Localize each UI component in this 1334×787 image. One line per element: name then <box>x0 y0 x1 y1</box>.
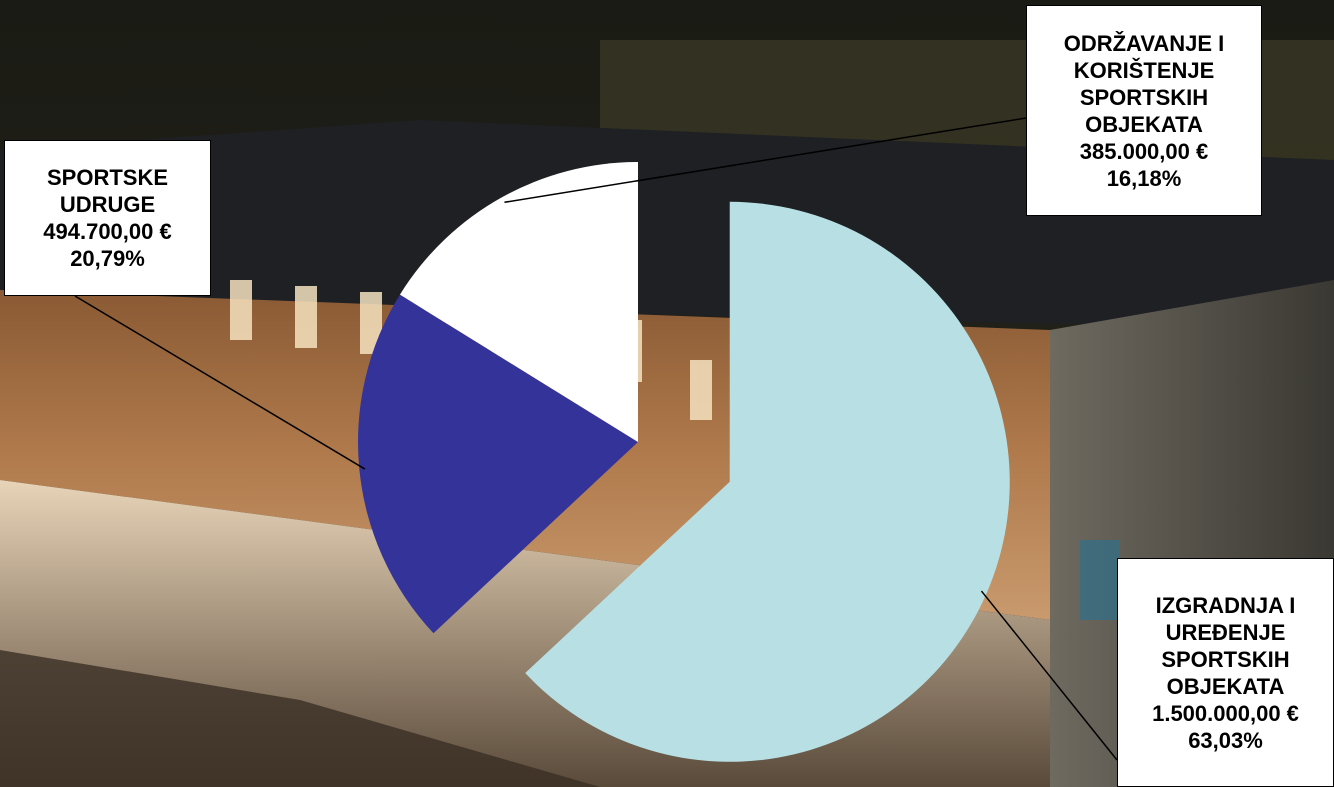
pie-slices <box>358 162 1010 762</box>
label-percent: 16,18% <box>1106 165 1182 191</box>
slice-label-izgradnja: IZGRADNJA I UREĐENJE SPORTSKIH OBJEKATA … <box>1117 558 1334 787</box>
label-percent: 20,79% <box>70 246 145 271</box>
label-line: UREĐENJE <box>1165 619 1286 645</box>
leader-line-odrzavanje <box>504 117 1027 204</box>
label-value: 494.700,00 € <box>43 219 172 244</box>
pie-slice-izgradnja <box>525 201 1010 762</box>
label-line: OBJEKATA <box>1085 111 1203 137</box>
label-value: 1.500.000,00 € <box>1152 700 1299 726</box>
label-line: ODRŽAVANJE I <box>1063 30 1225 56</box>
pie-slice-odrzavanje <box>399 162 638 442</box>
label-line: KORIŠTENJE <box>1073 57 1215 83</box>
label-percent: 63,03% <box>1188 727 1263 753</box>
slice-label-odrzavanje: ODRŽAVANJE I KORIŠTENJE SPORTSKIH OBJEKA… <box>1026 5 1262 216</box>
label-line: SPORTSKIH <box>1161 646 1290 672</box>
pie-slice-sportske-udruge <box>358 294 638 634</box>
label-line: SPORTSKIH <box>1079 84 1209 110</box>
label-line: OBJEKATA <box>1166 673 1285 699</box>
leader-lines <box>74 117 1118 761</box>
label-line: IZGRADNJA I <box>1155 592 1296 618</box>
label-value: 385.000,00 € <box>1079 138 1209 164</box>
label-line: UDRUGE <box>59 192 156 217</box>
leader-line-izgradnja <box>980 590 1118 761</box>
leader-line-sportske-udruge <box>74 295 366 470</box>
label-line: SPORTSKE <box>46 165 169 190</box>
slice-label-sportske-udruge: SPORTSKE UDRUGE 494.700,00 € 20,79% <box>4 140 211 296</box>
